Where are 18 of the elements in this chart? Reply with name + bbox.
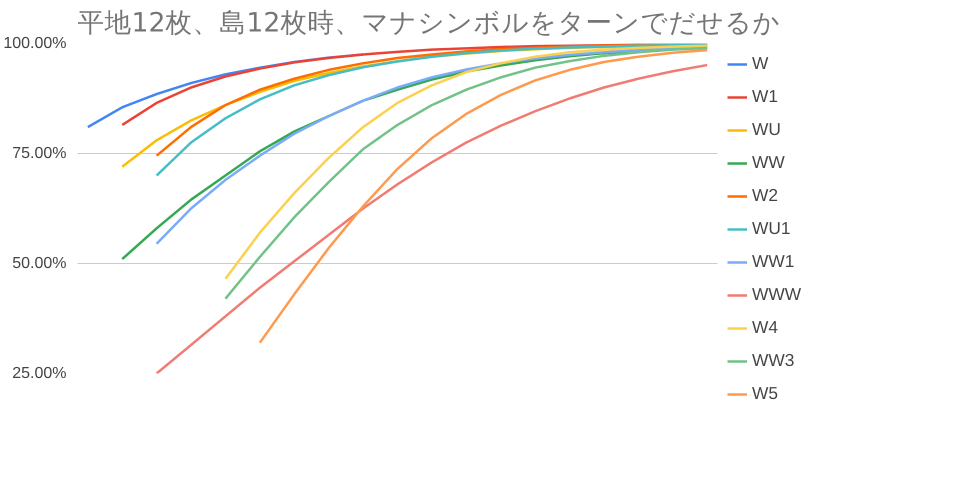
legend-label: WU1 bbox=[752, 218, 791, 239]
line-series bbox=[155, 64, 708, 374]
legend-label: WW3 bbox=[752, 350, 794, 371]
legend-label: WW1 bbox=[752, 251, 794, 272]
legend-label: W bbox=[752, 53, 770, 74]
legend-label: W5 bbox=[752, 383, 778, 404]
legend-label: W4 bbox=[752, 317, 778, 338]
legend-label: WWW bbox=[752, 284, 802, 305]
legend-label: WU bbox=[752, 119, 781, 140]
legend-label: W2 bbox=[752, 185, 778, 206]
y-tick-label: 50.00% bbox=[12, 255, 66, 272]
y-tick-label: 25.00% bbox=[12, 365, 66, 382]
y-tick-label: 100.00% bbox=[3, 35, 67, 52]
y-tick-label: 75.00% bbox=[12, 145, 66, 162]
chart-title: 平地12枚、島12枚時、マナシンボルをターンでだせるか bbox=[78, 8, 780, 38]
legend-label: W1 bbox=[752, 86, 778, 107]
line-series bbox=[258, 48, 708, 344]
legend-label: WW bbox=[752, 152, 785, 173]
